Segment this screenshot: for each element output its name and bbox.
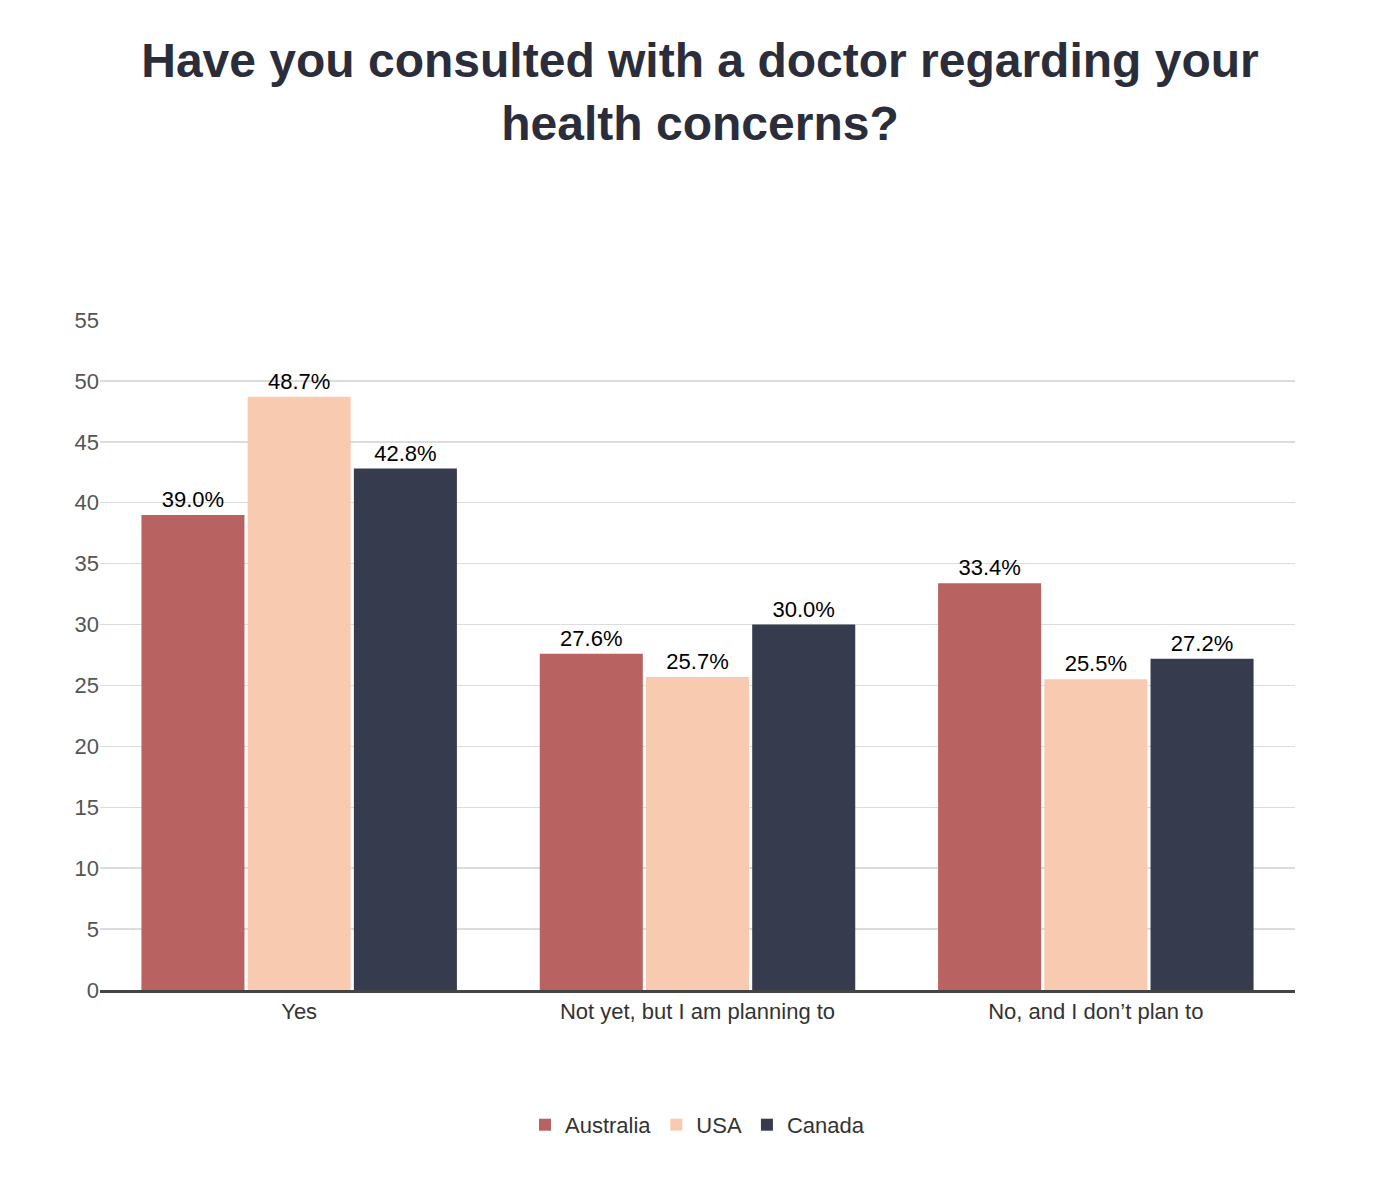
svg-text:USA: USA xyxy=(696,1113,742,1138)
svg-text:30.0%: 30.0% xyxy=(773,597,835,622)
svg-text:Australia: Australia xyxy=(565,1113,651,1138)
svg-text:27.2%: 27.2% xyxy=(1171,631,1233,656)
svg-text:20: 20 xyxy=(75,734,99,759)
svg-text:0: 0 xyxy=(87,978,99,1003)
svg-text:25: 25 xyxy=(75,673,99,698)
svg-text:15: 15 xyxy=(75,795,99,820)
svg-text:39.0%: 39.0% xyxy=(162,487,224,512)
svg-text:No, and I don’t plan to: No, and I don’t plan to xyxy=(988,999,1203,1024)
svg-text:Canada: Canada xyxy=(787,1113,865,1138)
svg-text:55: 55 xyxy=(75,308,99,333)
svg-text:5: 5 xyxy=(87,917,99,942)
svg-text:42.8%: 42.8% xyxy=(374,441,436,466)
svg-text:35: 35 xyxy=(75,551,99,576)
svg-text:50: 50 xyxy=(75,369,99,394)
svg-text:Have you consulted with a doct: Have you consulted with a doctor regardi… xyxy=(141,34,1259,149)
svg-text:25.5%: 25.5% xyxy=(1065,651,1127,676)
svg-text:30: 30 xyxy=(75,612,99,637)
svg-text:25.7%: 25.7% xyxy=(666,649,728,674)
svg-text:48.7%: 48.7% xyxy=(268,369,330,394)
svg-text:Yes: Yes xyxy=(281,999,317,1024)
svg-text:Not yet, but I am planning to: Not yet, but I am planning to xyxy=(560,999,835,1024)
svg-text:10: 10 xyxy=(75,856,99,881)
svg-text:27.6%: 27.6% xyxy=(560,626,622,651)
svg-text:33.4%: 33.4% xyxy=(958,555,1020,580)
svg-text:40: 40 xyxy=(75,490,99,515)
svg-text:45: 45 xyxy=(75,430,99,455)
